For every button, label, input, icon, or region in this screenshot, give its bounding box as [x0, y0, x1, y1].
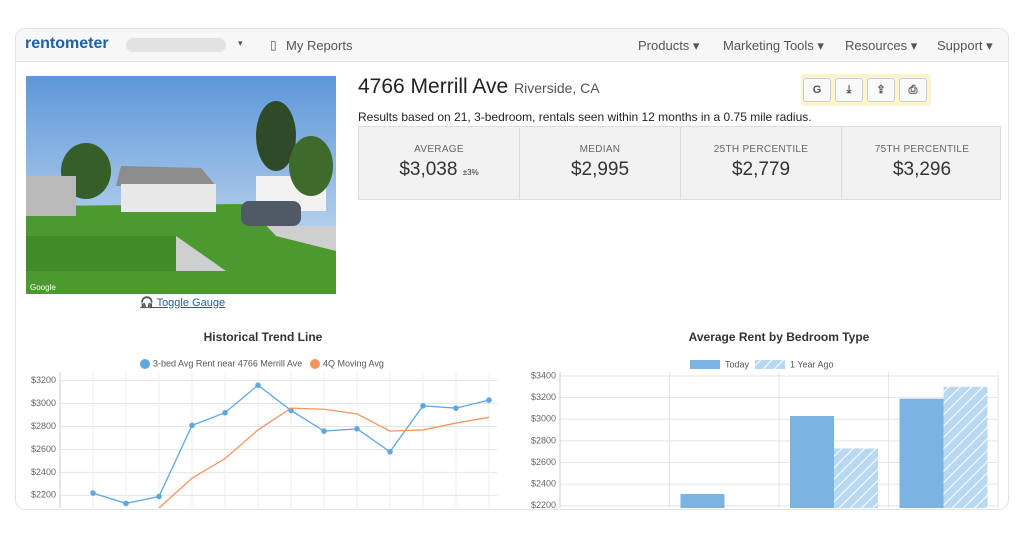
share-button[interactable]: ⇪ — [867, 78, 895, 102]
stat-note: ±3% — [462, 168, 479, 177]
street-photo: Google — [26, 76, 336, 294]
stat-value: $2,995 — [570, 159, 630, 180]
stat-label: 75TH PERCENTILE — [874, 144, 970, 155]
menu-label[interactable]: Marketing Tools — [723, 38, 814, 53]
toggle-gauge-label[interactable]: Toggle Gauge — [156, 297, 226, 309]
menu-label[interactable]: Products — [638, 38, 690, 53]
menu-item[interactable]: Marketing Tools ▾ — [723, 38, 824, 53]
report-icon: ▯ — [270, 38, 277, 52]
app-window: rentometer ▾ ▯ My Reports Products ▾ Mar… — [15, 28, 1009, 510]
stat-label: AVERAGE — [414, 144, 464, 155]
stat-25th: 25TH PERCENTILE $2,779 — [680, 127, 841, 199]
menu-item[interactable]: Support ▾ — [937, 38, 993, 53]
menu-item[interactable]: Products ▾ — [638, 38, 700, 53]
stat-value: $3,296 — [892, 159, 952, 180]
download-button[interactable]: ⤓ — [835, 78, 863, 102]
print-button[interactable]: ⎙ — [899, 78, 927, 102]
menu-label[interactable]: Support — [937, 38, 983, 53]
my-reports-link[interactable]: My Reports — [286, 38, 353, 53]
menu-label[interactable]: Resources — [845, 38, 908, 53]
stat-label: MEDIAN — [579, 144, 621, 155]
summary: Results based on 21, 3-bedroom, rentals … — [358, 110, 812, 124]
stat-value: $3,038 — [399, 159, 458, 180]
stat-value-wrap: $3,038 ±3% — [359, 159, 519, 181]
brand-logo[interactable]: rentometer — [25, 35, 109, 52]
stats-panel: AVERAGE $3,038 ±3% MEDIAN $2,995 25TH PE… — [358, 126, 1001, 200]
stat-average: AVERAGE $3,038 ±3% — [359, 127, 519, 199]
menu-item[interactable]: Resources ▾ — [845, 38, 918, 53]
city: Riverside, CA — [514, 80, 600, 96]
toggle-gauge-link[interactable]: 🎧 Toggle Gauge — [140, 297, 226, 309]
google-button[interactable]: G — [803, 78, 831, 102]
caret: ▾ — [238, 38, 243, 48]
address: 4766 Merrill Ave — [358, 75, 509, 98]
address-heading: 4766 Merrill Ave Riverside, CA — [358, 75, 600, 99]
account-blur[interactable] — [126, 38, 226, 52]
action-toolbar: G ⤓ ⇪ ⎙ — [801, 74, 931, 106]
stat-median: MEDIAN $2,995 — [519, 127, 680, 199]
navbar: rentometer ▾ ▯ My Reports Products ▾ Mar… — [16, 29, 1008, 62]
stat-label: 25TH PERCENTILE — [713, 144, 809, 155]
stat-75th: 75TH PERCENTILE $3,296 — [841, 127, 1002, 199]
stat-value: $2,779 — [731, 159, 791, 180]
svg-text:Google: Google — [30, 283, 56, 292]
